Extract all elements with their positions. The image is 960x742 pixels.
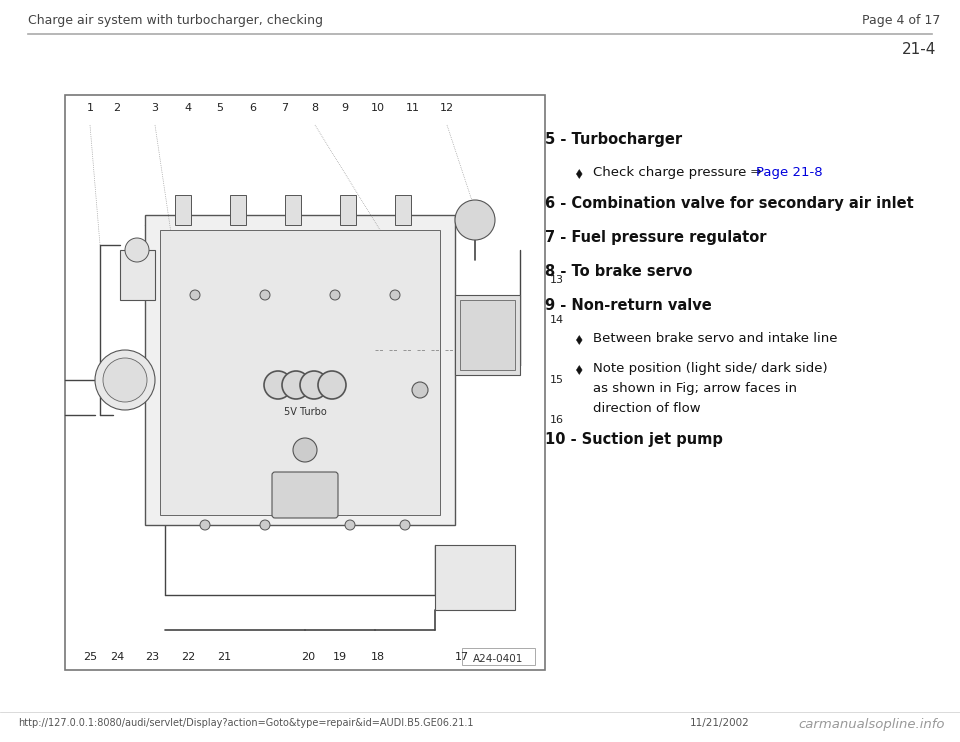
Bar [65, 95, 545, 670]
Polygon shape [576, 366, 582, 375]
Text: 10: 10 [371, 103, 385, 113]
Text: 25: 25 [83, 652, 97, 662]
Bar [160, 230, 440, 515]
Text: 6 - Combination valve for secondary air inlet: 6 - Combination valve for secondary air … [545, 196, 914, 211]
Text: Page 4 of 17: Page 4 of 17 [862, 14, 940, 27]
Circle shape [400, 520, 410, 530]
Circle shape [412, 382, 428, 398]
Bar [462, 648, 535, 665]
Bar [285, 195, 301, 225]
Text: direction of flow: direction of flow [593, 402, 701, 415]
Text: 18: 18 [371, 652, 385, 662]
Text: 11: 11 [406, 103, 420, 113]
Text: 21: 21 [217, 652, 231, 662]
Text: 2: 2 [113, 103, 121, 113]
Text: 6: 6 [250, 103, 256, 113]
Polygon shape [576, 169, 582, 179]
Text: 13: 13 [550, 275, 564, 285]
Polygon shape [576, 335, 582, 344]
Text: 11/21/2002: 11/21/2002 [690, 718, 750, 728]
Circle shape [260, 520, 270, 530]
Text: 19: 19 [333, 652, 348, 662]
Circle shape [200, 520, 210, 530]
Text: 10 - Suction jet pump: 10 - Suction jet pump [545, 432, 723, 447]
Text: Charge air system with turbocharger, checking: Charge air system with turbocharger, che… [28, 14, 323, 27]
Text: 21-4: 21-4 [901, 42, 936, 57]
Text: 3: 3 [152, 103, 158, 113]
Text: 24: 24 [109, 652, 124, 662]
Text: 5: 5 [217, 103, 224, 113]
Bar [340, 195, 356, 225]
Bar [395, 195, 411, 225]
Text: 5V Turbo: 5V Turbo [283, 407, 326, 417]
Circle shape [95, 350, 155, 410]
Text: A24-0401: A24-0401 [473, 654, 523, 664]
Text: Check charge pressure ⇒: Check charge pressure ⇒ [593, 166, 766, 179]
Text: 17: 17 [455, 652, 469, 662]
Text: 4: 4 [184, 103, 192, 113]
Circle shape [264, 371, 292, 399]
Text: 8 - To brake servo: 8 - To brake servo [545, 264, 693, 279]
Circle shape [300, 371, 328, 399]
Text: 12: 12 [440, 103, 454, 113]
Text: as shown in Fig; arrow faces in: as shown in Fig; arrow faces in [593, 382, 797, 395]
Circle shape [318, 371, 346, 399]
Circle shape [260, 290, 270, 300]
Text: 7 - Fuel pressure regulator: 7 - Fuel pressure regulator [545, 230, 767, 245]
Text: carmanualsopline.info: carmanualsopline.info [799, 718, 945, 731]
Circle shape [125, 238, 149, 262]
Text: 14: 14 [550, 315, 564, 325]
Text: 16: 16 [550, 415, 564, 425]
Circle shape [390, 290, 400, 300]
Circle shape [103, 358, 147, 402]
Text: Page 21-8: Page 21-8 [756, 166, 823, 179]
Circle shape [345, 520, 355, 530]
Bar [460, 300, 515, 370]
Text: 23: 23 [145, 652, 159, 662]
Bar [120, 250, 155, 300]
Bar [230, 195, 246, 225]
Bar [455, 295, 520, 375]
Text: 7: 7 [281, 103, 289, 113]
Circle shape [293, 438, 317, 462]
Text: 9: 9 [342, 103, 348, 113]
Text: 1: 1 [86, 103, 93, 113]
Bar [435, 545, 515, 610]
Text: 20: 20 [300, 652, 315, 662]
Circle shape [455, 200, 495, 240]
Bar [145, 215, 455, 525]
Text: Between brake servo and intake line: Between brake servo and intake line [593, 332, 838, 345]
Circle shape [190, 290, 200, 300]
Text: 15: 15 [550, 375, 564, 385]
Text: 8: 8 [311, 103, 319, 113]
Circle shape [330, 290, 340, 300]
Circle shape [282, 371, 310, 399]
Text: http://127.0.0.1:8080/audi/servlet/Display?action=Goto&type=repair&id=AUDI.B5.GE: http://127.0.0.1:8080/audi/servlet/Displ… [18, 718, 473, 728]
Text: Note position (light side/ dark side): Note position (light side/ dark side) [593, 362, 828, 375]
Text: 22: 22 [180, 652, 195, 662]
Text: 9 - Non-return valve: 9 - Non-return valve [545, 298, 712, 313]
FancyBboxPatch shape [272, 472, 338, 518]
Text: 5 - Turbocharger: 5 - Turbocharger [545, 132, 683, 147]
Bar [175, 195, 191, 225]
